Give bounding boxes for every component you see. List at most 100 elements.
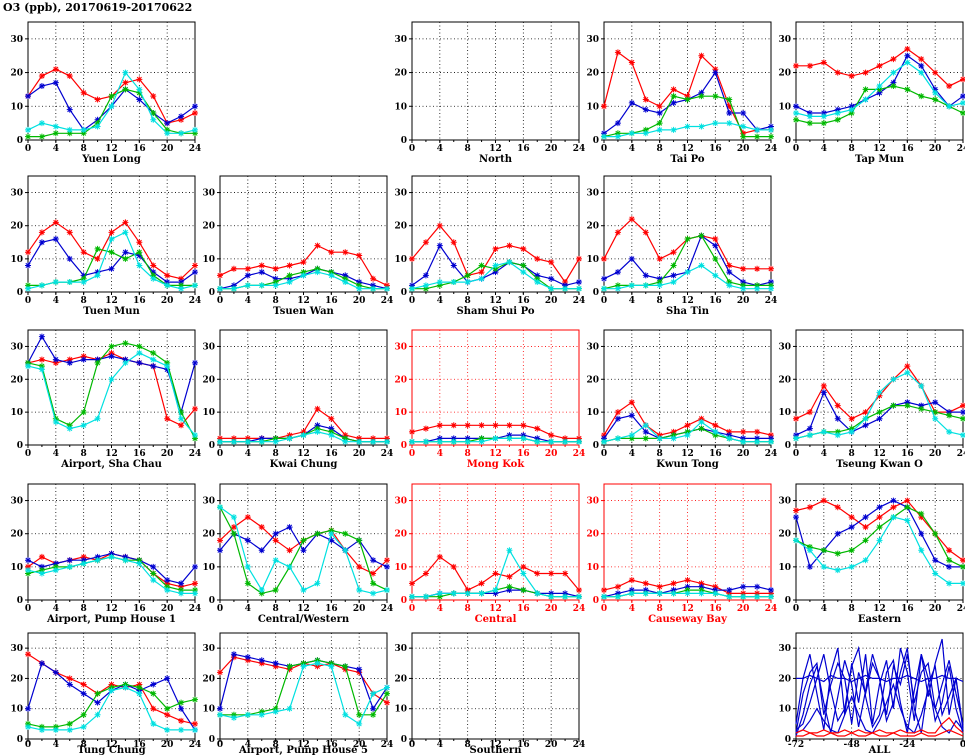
svg-text:0: 0 [409,144,415,154]
svg-text:0: 0 [793,449,799,459]
svg-text:20: 20 [10,375,23,385]
series-markers-blue [793,497,965,570]
svg-text:0: 0 [17,441,23,451]
svg-text:24: 24 [573,740,586,750]
svg-text:16: 16 [517,296,530,306]
svg-text:10: 10 [10,255,23,265]
series-markers-cyan [217,428,390,445]
svg-text:8: 8 [465,296,471,306]
chart-mong-kok: 0 10 20 30 0 4 8 12 16 20 24 Mong Kok [394,329,585,470]
svg-text:8: 8 [657,604,663,614]
svg-text:30: 30 [202,497,215,507]
svg-text:4: 4 [53,296,59,306]
svg-text:20: 20 [586,375,599,385]
svg-text:30: 30 [394,35,407,45]
svg-text:0: 0 [17,596,23,606]
svg-text:12: 12 [105,604,118,614]
svg-text:8: 8 [657,449,663,459]
svg-text:24: 24 [765,604,778,614]
svg-text:30: 30 [394,189,407,199]
svg-text:16: 16 [901,144,914,154]
svg-text:20: 20 [929,144,942,154]
svg-text:20: 20 [202,530,215,540]
svg-text:10: 10 [202,705,215,715]
svg-text:12: 12 [873,604,886,614]
svg-text:12: 12 [873,449,886,459]
chart-tseung-kwan-o: 0 10 20 30 0 4 8 12 16 20 24 Tseung Kwan O [778,329,965,470]
station-label: Central [475,614,517,625]
series-markers-red [25,219,198,282]
svg-text:24: 24 [957,449,965,459]
svg-text:0: 0 [217,296,223,306]
chart-kwun-tong: 0 10 20 30 0 4 8 12 16 20 24 Kwun Tong [586,329,777,470]
svg-text:20: 20 [737,449,750,459]
svg-text:8: 8 [465,740,471,750]
svg-text:0: 0 [401,596,407,606]
svg-text:30: 30 [10,644,23,654]
station-label: Tseung Kwan O [836,459,923,470]
svg-text:20: 20 [161,296,174,306]
svg-text:10: 10 [394,255,407,265]
chart-airport-pump-house-5: 0 10 20 30 0 4 8 12 16 20 24 Airport, Pump House 5 [202,632,393,755]
svg-text:10: 10 [778,408,791,418]
series-markers-cyan [25,350,198,439]
svg-text:0: 0 [409,740,415,750]
svg-text:12: 12 [681,144,694,154]
svg-text:4: 4 [53,604,59,614]
svg-text:20: 20 [778,530,791,540]
svg-text:0: 0 [593,288,599,298]
svg-text:24: 24 [189,144,202,154]
svg-text:16: 16 [133,144,146,154]
svg-text:20: 20 [353,604,366,614]
svg-text:0: 0 [25,296,31,306]
svg-text:4: 4 [821,449,827,459]
svg-text:4: 4 [821,604,827,614]
station-label: Tap Mun [855,154,905,165]
svg-text:12: 12 [681,604,694,614]
svg-text:-48: -48 [844,740,860,750]
svg-text:0: 0 [17,136,23,146]
svg-text:24: 24 [189,604,202,614]
svg-text:4: 4 [437,740,443,750]
svg-text:24: 24 [765,296,778,306]
svg-text:0: 0 [401,288,407,298]
series-markers-cyan [793,59,965,120]
chart-kwai-chung: 0 10 20 30 0 4 8 12 16 20 24 Kwai Chung [202,329,393,470]
svg-text:30: 30 [394,342,407,352]
svg-text:8: 8 [273,449,279,459]
series-markers-cyan [217,660,390,727]
chart-causeway-bay: 0 10 20 30 0 4 8 12 16 20 24 Causeway Bay [586,483,778,625]
series-markers-cyan [409,435,582,445]
chart-airport-sha-chau: 0 10 20 30 0 4 8 12 16 20 24 Airport, Sha Chau [10,329,201,470]
svg-text:16: 16 [901,604,914,614]
svg-text:0: 0 [209,735,215,745]
svg-text:12: 12 [489,296,502,306]
series-markers-green [793,83,965,127]
svg-text:8: 8 [465,144,471,154]
svg-text:16: 16 [901,449,914,459]
series-blue [795,645,964,734]
svg-text:8: 8 [81,449,87,459]
svg-text:10: 10 [10,705,23,715]
svg-text:24: 24 [765,144,778,154]
svg-text:20: 20 [10,69,23,79]
station-label: Kwai Chung [270,459,338,470]
series-markers-cyan [793,369,965,442]
series-red [796,729,964,737]
svg-text:4: 4 [245,296,251,306]
svg-text:20: 20 [778,69,791,79]
svg-text:30: 30 [10,497,23,507]
svg-text:0: 0 [217,604,223,614]
station-label: Sham Shui Po [457,306,535,317]
svg-text:10: 10 [202,255,215,265]
svg-text:4: 4 [245,604,251,614]
svg-text:20: 20 [394,69,407,79]
svg-text:20: 20 [202,674,215,684]
station-label: Causeway Bay [648,614,728,625]
svg-text:4: 4 [821,144,827,154]
svg-text:30: 30 [10,35,23,45]
svg-text:16: 16 [325,604,338,614]
station-label: Tung Chung [77,745,145,755]
svg-text:12: 12 [297,449,310,459]
